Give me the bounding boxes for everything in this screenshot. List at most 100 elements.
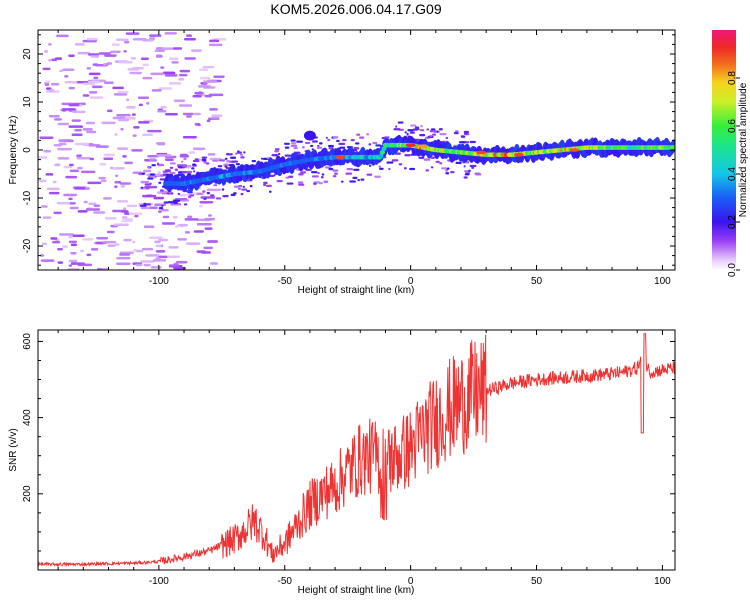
snr-data-point — [611, 373, 613, 375]
spectrogram-cell — [165, 112, 178, 116]
spectrogram-cell — [48, 43, 52, 46]
spectrogram-cell — [40, 259, 55, 262]
spectrogram-cell — [170, 203, 182, 206]
spectrogram-cell — [242, 185, 245, 188]
spectrogram-cell — [469, 140, 476, 144]
spectrogram-cell — [439, 133, 447, 136]
snr-data-point — [208, 550, 210, 552]
spectrogram-cell — [425, 169, 429, 172]
spectrogram-cell — [102, 240, 117, 244]
spectrogram-cell — [186, 115, 192, 118]
spectrogram-cell — [98, 52, 111, 55]
spectrogram-cell — [332, 175, 337, 178]
spectrogram-cell — [316, 146, 323, 149]
spectrogram-cell — [181, 160, 184, 163]
spectrogram-cell — [50, 82, 60, 86]
spectrogram-cell — [106, 109, 113, 113]
x-tick-label: -100 — [149, 576, 169, 587]
spectrogram-cell — [388, 167, 391, 171]
x-tick-label: -50 — [278, 276, 293, 287]
y-tick-label: 0 — [22, 147, 33, 153]
spectrogram-cell — [159, 189, 164, 192]
spectrogram-cell — [150, 72, 165, 76]
snr-data-point — [410, 447, 412, 449]
spectrogram-cell — [350, 138, 355, 142]
spectrogram-cell — [410, 153, 418, 156]
spectrogram-cell — [238, 187, 241, 190]
spectrogram-cell — [120, 185, 125, 188]
spectrogram-cell — [375, 144, 382, 147]
spectrogram-cell — [89, 96, 104, 99]
spectrogram-cell — [468, 169, 471, 172]
spectrogram-cell — [61, 245, 68, 248]
spectrogram-cell — [391, 159, 399, 162]
spectrogram-cell — [179, 224, 184, 228]
spectrogram-cell — [80, 249, 85, 253]
spectrogram-cell — [80, 170, 96, 174]
spectrogram-cell — [368, 143, 372, 146]
spectrogram-cell — [374, 175, 381, 178]
snr-data-point — [83, 563, 85, 565]
y-tick-label: -10 — [22, 190, 33, 205]
spectrogram-cell — [51, 58, 58, 62]
spectrogram-cell — [157, 142, 166, 146]
spectrogram-cell — [162, 71, 176, 75]
spectrogram-cell — [52, 180, 57, 184]
spectrogram-cell — [147, 177, 154, 180]
spectrogram-cell — [90, 248, 99, 251]
spectrogram-cell — [404, 154, 411, 157]
spectrogram-cell — [414, 127, 420, 131]
spectrogram-cell — [85, 121, 96, 125]
spectrogram-cell — [273, 174, 276, 177]
spectrogram-cell — [57, 157, 70, 160]
spectrogram-cell — [179, 153, 188, 157]
spectrogram-cell — [201, 156, 208, 159]
spectrogram-cell — [42, 216, 52, 219]
spectrogram-cell — [70, 243, 78, 247]
spectrogram-cell — [406, 133, 409, 136]
spectrogram-cell — [50, 237, 58, 240]
spectrogram-cell — [142, 63, 149, 67]
spectrogram-cell — [131, 113, 136, 116]
spectrogram-cell — [164, 74, 178, 77]
spectrogram-cell — [52, 240, 61, 244]
spectrogram-cell — [341, 180, 344, 183]
spectrogram-cell — [419, 129, 425, 132]
spectrogram-cell — [261, 157, 264, 160]
spectrogram-cell — [161, 209, 169, 212]
spectrogram-cell — [69, 202, 76, 205]
spectrogram-cell — [445, 169, 448, 172]
spectrogram-cell — [407, 129, 414, 132]
spectrogram-cell — [74, 43, 85, 46]
spectrogram-cell — [211, 114, 223, 117]
spectrogram-cell — [446, 167, 450, 170]
spectrogram-cell — [138, 103, 143, 107]
spectrogram-cell — [75, 142, 90, 146]
spectrogram-cell — [53, 211, 62, 215]
snr-data-point — [385, 463, 387, 465]
snr-data-point — [359, 459, 361, 461]
spectrogram-cell — [98, 176, 106, 180]
snr-data-point — [297, 523, 299, 525]
spectrogram-cell — [346, 168, 354, 171]
colorbar-tick-label: 0.2 — [727, 215, 738, 229]
spectrogram-cell — [184, 231, 191, 234]
spectrogram-cell — [404, 131, 407, 134]
snr-panel: -100 -50 0 50 100 200 400 600 Height of straig… — [8, 329, 676, 596]
spectrogram-cell — [166, 192, 174, 195]
spectrogram-cell — [82, 238, 94, 241]
spectrogram-cell — [175, 260, 188, 264]
spectrogram-cell — [285, 176, 290, 179]
spectrogram-cell — [43, 149, 52, 153]
spectrogram-cell — [63, 165, 73, 169]
spectrogram-cell — [204, 217, 216, 221]
spectrogram-cell — [207, 79, 216, 83]
x-tick-label: -100 — [149, 276, 169, 287]
spectrogram-cell — [68, 86, 75, 90]
snr-data-point — [662, 369, 664, 371]
spectrogram-cell — [339, 146, 346, 149]
x-tick-label: 100 — [654, 576, 671, 587]
spectrogram-cell — [240, 156, 245, 159]
snr-data-point — [322, 493, 324, 495]
